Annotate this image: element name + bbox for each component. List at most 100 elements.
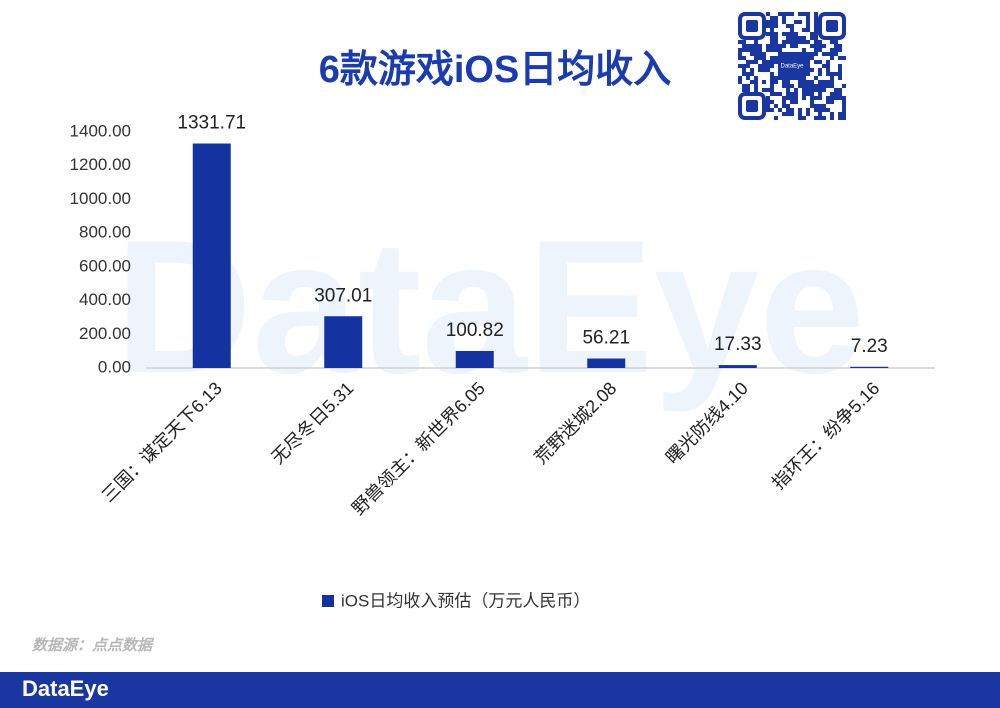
qr-module <box>790 40 794 44</box>
qr-module <box>830 92 834 96</box>
qr-module <box>838 88 842 92</box>
qr-module <box>810 68 814 72</box>
qr-module <box>750 60 754 64</box>
qr-module <box>818 88 822 92</box>
qr-module <box>818 48 822 52</box>
qr-module <box>778 44 782 48</box>
qr-module <box>790 32 794 36</box>
qr-module <box>814 84 818 88</box>
qr-finder-core <box>826 20 838 32</box>
qr-module <box>786 84 790 88</box>
qr-finder-core <box>746 100 758 112</box>
source: 数据源：点点数据 <box>32 637 155 654</box>
qr-module <box>814 16 818 20</box>
qr-module <box>810 80 814 84</box>
qr-module <box>774 36 778 40</box>
qr-module <box>802 48 806 52</box>
qr-module <box>806 20 810 24</box>
qr-module <box>790 100 794 104</box>
qr-module <box>758 52 762 56</box>
qr-module <box>830 80 834 84</box>
qr-module <box>842 56 846 60</box>
qr-finder <box>818 12 846 40</box>
qr-module <box>786 12 790 16</box>
qr-module <box>738 64 742 68</box>
qr-module <box>770 40 774 44</box>
qr-module <box>742 84 746 88</box>
qr-module <box>810 84 814 88</box>
qr-module <box>802 36 806 40</box>
qr-module <box>794 20 798 24</box>
qr-module <box>818 60 822 64</box>
qr-module <box>758 56 762 60</box>
qr-module <box>766 108 770 112</box>
qr-module <box>818 96 822 100</box>
qr-module <box>750 72 754 76</box>
y-tick-label: 800.00 <box>79 223 131 242</box>
qr-module <box>754 60 758 64</box>
qr-module <box>766 96 770 100</box>
qr-module <box>842 108 846 112</box>
qr-module <box>810 32 814 36</box>
y-tick-label: 600.00 <box>79 256 131 275</box>
qr-module <box>774 24 778 28</box>
qr-module <box>790 96 794 100</box>
qr-module <box>818 40 822 44</box>
qr-module <box>790 36 794 40</box>
qr-module <box>786 88 790 92</box>
bar <box>192 143 231 368</box>
qr-module <box>762 68 766 72</box>
qr-module <box>790 24 794 28</box>
bar <box>718 365 757 368</box>
qr-module <box>778 108 782 112</box>
qr-module <box>742 44 746 48</box>
bar <box>455 351 494 368</box>
qr-module <box>770 36 774 40</box>
qr-module <box>786 96 790 100</box>
qr-module <box>842 84 846 88</box>
qr-module <box>770 88 774 92</box>
qr-module <box>806 80 810 84</box>
qr-module <box>830 76 834 80</box>
qr-module <box>814 76 818 80</box>
y-tick-label: 1400.00 <box>70 121 131 140</box>
qr-module <box>826 100 830 104</box>
qr-module <box>810 88 814 92</box>
qr-module <box>814 116 818 120</box>
qr-module <box>826 52 830 56</box>
qr-module <box>834 88 838 92</box>
qr-module <box>742 68 746 72</box>
qr-module <box>814 52 818 56</box>
qr-module <box>742 88 746 92</box>
qr-module <box>754 40 758 44</box>
qr-module <box>754 88 758 92</box>
qr-module <box>810 100 814 104</box>
qr-module <box>818 84 822 88</box>
qr-module <box>814 48 818 52</box>
qr-module <box>806 12 810 16</box>
data-label: 7.23 <box>851 336 888 357</box>
qr-module <box>774 48 778 52</box>
qr-module <box>814 20 818 24</box>
qr-module <box>742 72 746 76</box>
qr-module <box>770 32 774 36</box>
qr-module <box>834 48 838 52</box>
qr-module <box>830 40 834 44</box>
qr-module <box>830 72 834 76</box>
y-tick-label: 400.00 <box>79 290 131 309</box>
qr-module <box>798 80 802 84</box>
qr-module <box>798 116 802 120</box>
qr-module <box>838 112 842 116</box>
qr-module <box>746 44 750 48</box>
qr-module <box>826 80 830 84</box>
qr-module <box>770 24 774 28</box>
qr-module <box>806 88 810 92</box>
qr-finder <box>738 12 766 40</box>
qr-module <box>754 84 758 88</box>
qr-module <box>810 92 814 96</box>
qr-module <box>750 80 754 84</box>
qr-label: DataEye <box>780 64 804 70</box>
qr-module <box>838 48 842 52</box>
qr-module <box>790 92 794 96</box>
qr-module <box>798 36 802 40</box>
